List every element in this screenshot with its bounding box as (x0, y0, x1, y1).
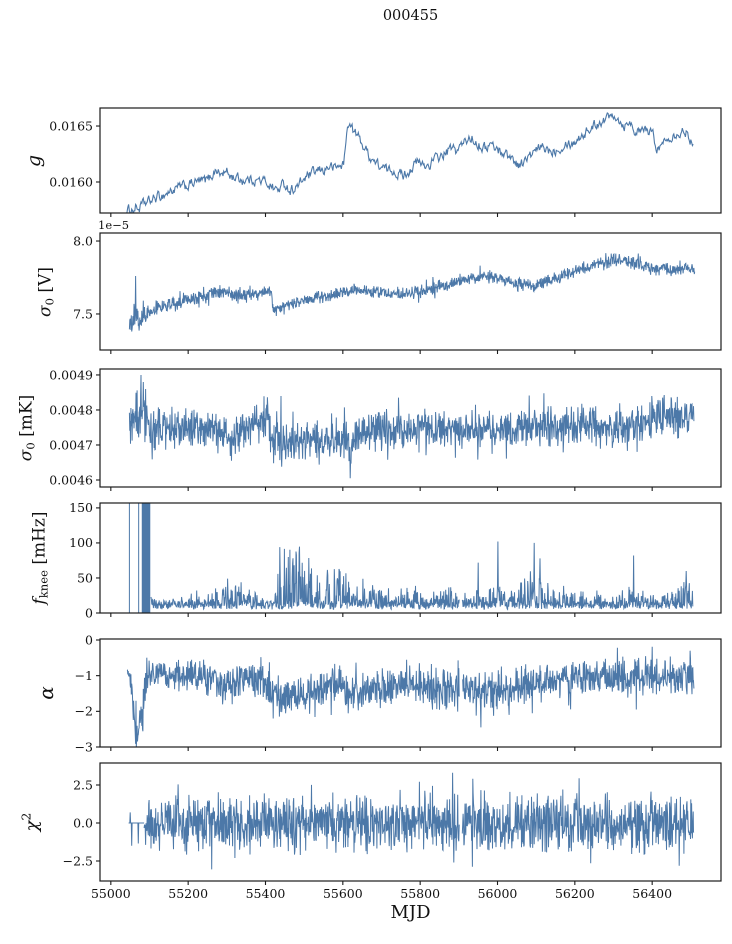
y-axis-label-part: [V] (35, 266, 56, 298)
x-tick-label: 56200 (555, 886, 595, 901)
y-axis-label-part: f (29, 598, 50, 605)
series-line (461, 541, 694, 611)
series-vband (141, 503, 151, 613)
axis-offset-text: 1e−5 (98, 218, 129, 232)
y-axis-label-g: g (23, 154, 45, 166)
x-tick-label: 55600 (323, 886, 363, 901)
y-axis-label-part: σ (35, 304, 56, 317)
y-tick-label: 150 (69, 500, 93, 515)
y-tick-label: 0.0049 (49, 367, 93, 382)
series-line (128, 374, 695, 479)
y-axis-label-part: 2 (19, 812, 34, 821)
panel-frame (99, 638, 722, 748)
x-axis-label: MJD (390, 902, 431, 923)
panel-data-f_knee (128, 503, 694, 613)
y-axis-label-chi2: χ2 (20, 813, 43, 832)
y-tick-label: 100 (69, 535, 93, 550)
x-tick-label: 55800 (400, 886, 440, 901)
y-axis-label-f_knee: fknee [mHz] (29, 512, 50, 605)
y-tick-label: 0.0047 (49, 437, 93, 452)
panel-frame (99, 107, 722, 214)
panel-data-alpha (126, 646, 695, 747)
y-axis-label-part: g (23, 154, 45, 167)
y-tick-label: −2.5 (63, 853, 93, 868)
y-axis-label-part: [mK] (16, 394, 37, 443)
y-axis-label-part: 0 (42, 297, 57, 305)
y-axis-label-part: [mHz] (29, 511, 50, 571)
series-line (143, 772, 460, 870)
y-tick-label: −3 (75, 739, 93, 754)
y-axis-label-part: 0 (23, 442, 38, 450)
panel-data-chi2 (128, 772, 695, 870)
y-tick-label: −1 (75, 668, 93, 683)
y-axis-label-part: knee (36, 570, 51, 599)
y-tick-label: 50 (77, 570, 93, 585)
y-tick-label: 0 (85, 605, 93, 620)
y-axis-label-sigma0_mK: σ0 [mK] (16, 395, 37, 461)
y-axis-label-sigma0_V: σ0 [V] (35, 267, 56, 317)
y-tick-label: 0.0046 (49, 472, 93, 487)
x-tick-label: 55000 (91, 886, 131, 901)
x-tick-label: 56400 (632, 886, 672, 901)
x-tick-label: 55200 (168, 886, 208, 901)
panel-frame (99, 762, 722, 882)
y-axis-label-part: σ (16, 449, 37, 462)
panel-frame (99, 368, 722, 488)
y-tick-label: 8.0 (73, 233, 93, 248)
panel-data-g (126, 112, 694, 213)
series-pre-line (128, 812, 145, 846)
series-line (126, 657, 460, 747)
y-tick-label: 0.0165 (49, 118, 93, 133)
panel-frame (99, 502, 722, 614)
y-axis-label-part: α (34, 686, 58, 700)
series-line (128, 252, 696, 332)
x-tick-label: 55400 (246, 886, 286, 901)
series-line (461, 778, 695, 867)
y-tick-label: 2.5 (73, 777, 93, 792)
panel-data-sigma0_mK (128, 374, 695, 479)
series-line (126, 112, 694, 213)
series-line (462, 646, 695, 728)
y-axis-label-part: χ (21, 820, 43, 832)
y-tick-label: 0.0 (73, 815, 93, 830)
figure-title: 000455 (382, 8, 439, 24)
y-tick-label: 0.0160 (49, 174, 93, 189)
y-tick-label: 0.0048 (49, 402, 93, 417)
y-tick-label: −2 (75, 704, 93, 719)
x-tick-label: 56000 (478, 886, 518, 901)
panel-data-sigma0_V (128, 252, 696, 332)
y-axis-label-alpha: α (34, 686, 58, 700)
panel-frame (99, 232, 722, 351)
y-tick-label: 7.5 (73, 306, 93, 321)
series-line (150, 546, 460, 611)
y-tick-label: 0 (85, 632, 93, 647)
